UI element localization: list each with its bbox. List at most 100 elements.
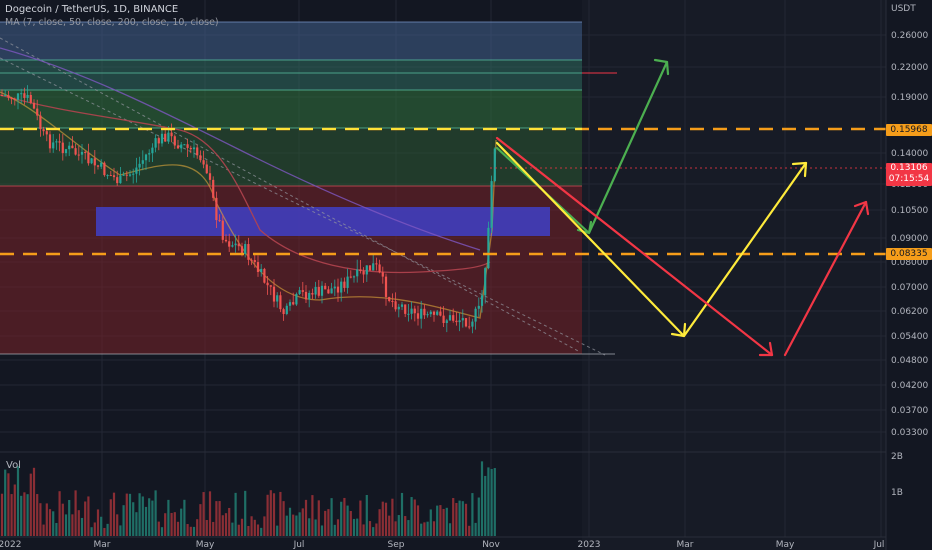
volume-bar [103,527,106,536]
price-tick: 0.06200 [891,307,928,317]
candle-body [404,304,407,314]
future-zone-shade [582,0,886,550]
resistance-price-tag: 0.15968 [886,124,932,136]
candle-body [372,263,375,271]
volume-bar [320,525,324,536]
candle-body [413,308,416,314]
symbol-title[interactable]: Dogecoin / TetherUS, 1D, BINANCE [5,4,179,15]
volume-bar [90,527,93,536]
volume-bar [23,492,26,536]
candle-body [13,99,16,101]
volume-bar [122,505,125,536]
volume-bar [100,516,103,536]
candle-body [48,134,52,149]
candle-body [250,259,253,261]
fib-zone-green-lower [0,128,582,186]
volume-bar [71,514,74,536]
volume-bar [87,496,90,536]
demand-zone-box[interactable] [96,207,550,236]
volume-bar [276,525,279,536]
volume-bar [269,490,272,536]
volume-bar [221,515,224,536]
candle-body [84,151,87,153]
volume-bar [77,510,80,536]
volume-bar [432,521,436,536]
volume-bar [391,498,394,536]
volume-bar [106,523,109,536]
yellow-arrowhead [791,161,808,178]
candle-body [103,162,106,176]
candle-body [218,220,221,222]
volume-bar [84,501,87,536]
candle-body [263,268,266,283]
candle-body [317,286,320,296]
support-price-tag: 0.08335 [886,248,932,260]
projection-arrows[interactable] [495,58,870,357]
volume-bar [279,491,282,536]
candle-body [346,276,349,288]
volume-bar [36,494,39,536]
indicator-legend[interactable]: MA (7, close, 50, close, 200, close, 10,… [5,17,219,28]
volume-bar [148,498,151,536]
time-tick: Mar [677,540,694,550]
volume-bar [96,509,100,536]
candle-body [439,311,442,316]
candle-body [61,142,64,154]
candle-body [157,138,160,144]
candle-body [141,160,144,164]
candle-body [237,243,240,247]
volume-bar [458,500,461,536]
price-axis[interactable]: 0.26000 0.22000 0.19000 0.14000 0.12000 … [891,31,928,498]
volume-bar [263,516,266,536]
candle-body [208,173,212,180]
candle-body [205,164,208,174]
volume-bar [32,467,36,536]
volume-bar [208,491,212,536]
candle-body [32,102,36,109]
candle-body [388,296,391,301]
candle-body [128,174,132,176]
volume-bar [170,512,173,536]
volume-bar [58,491,61,536]
volume-bar [368,521,372,536]
volume-bar [298,512,301,536]
candle-body [173,136,176,146]
candle-body [445,320,448,324]
time-tick: Mar [94,540,111,550]
volume-bar [272,493,276,536]
price-tick: 0.14000 [891,149,928,159]
volume-bar [400,492,404,536]
fib-zone-teal [0,60,582,90]
volume-bar [52,511,55,536]
candle-body [148,153,151,155]
price-tick: 0.09000 [891,234,928,244]
candle-body [356,269,359,277]
volume-bar [452,498,455,536]
volume-bar [439,505,442,536]
price-tick: 0.10500 [891,206,928,216]
candle-body [122,174,125,176]
volume-bar [468,525,471,536]
time-axis[interactable]: 2022 Mar May Jul Sep Nov 2023 Mar May Ju… [0,540,884,550]
time-tick: Sep [388,540,405,550]
candle-body [68,145,71,150]
volume-bar [477,497,480,536]
volume-bar [388,515,391,536]
candle-body [493,148,496,182]
candle-body [484,268,487,296]
volume-bar [74,490,77,536]
volume-bar [487,467,490,536]
candle-body [349,276,352,278]
volume-bar [314,519,317,536]
candle-body [397,306,400,310]
volume-bars [0,461,496,536]
volume-bar [138,493,141,536]
volume-bar [199,504,202,536]
volume-bar [10,494,13,536]
volume-bar [423,522,426,536]
candle-body [151,147,154,154]
candle-body [202,160,205,165]
volume-bar [192,526,196,536]
candle-body [224,239,228,242]
